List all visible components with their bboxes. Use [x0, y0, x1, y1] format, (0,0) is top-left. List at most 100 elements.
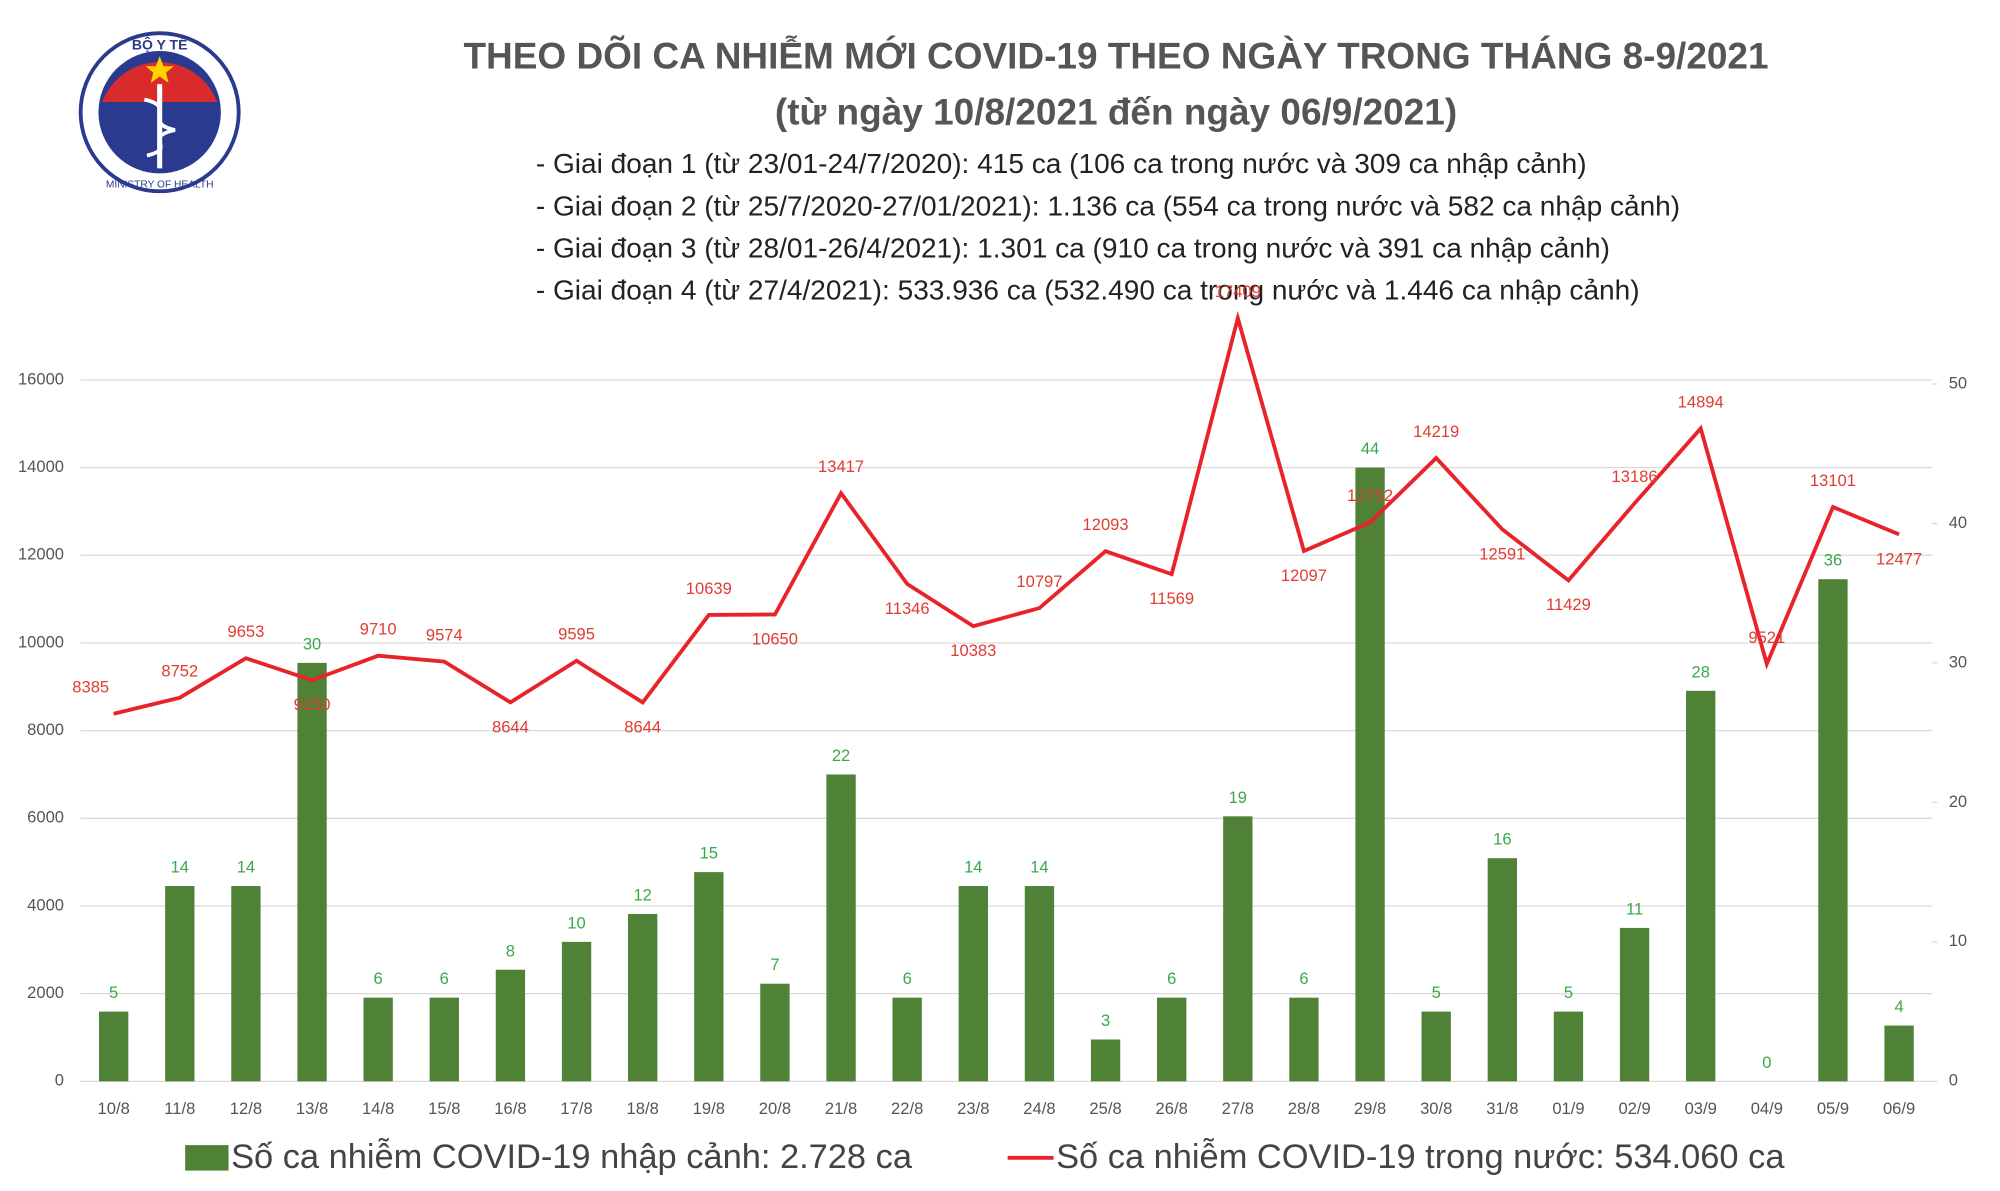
bar [760, 983, 790, 1082]
bar-label: 6 [1167, 969, 1176, 988]
logo: BỘ Y TẾ MINISTRY OF HEALTH [78, 31, 241, 194]
x-tick-label: 06/9 [1883, 1099, 1915, 1118]
bar-label: 28 [1691, 662, 1709, 681]
x-tick-label: 10/8 [98, 1099, 130, 1118]
y-tick-label: 2000 [27, 983, 64, 1002]
x-tick-label: 27/8 [1222, 1099, 1254, 1118]
bar-label: 36 [1824, 551, 1842, 570]
line-label: 12591 [1479, 544, 1525, 563]
bar-label: 19 [1229, 788, 1247, 807]
bar-label: 16 [1493, 830, 1511, 849]
x-tick-label: 21/8 [825, 1099, 857, 1118]
bar-label: 14 [1030, 858, 1048, 877]
chart-subtitle: (từ ngày 10/8/2021 đến ngày 06/9/2021) [775, 92, 1457, 133]
bar-label: 22 [832, 746, 850, 765]
line-label: 12752 [1347, 486, 1393, 505]
bar-label: 10 [567, 913, 585, 932]
bar-label: 5 [109, 983, 118, 1002]
bar [165, 886, 195, 1082]
line-label: 17409 [1215, 282, 1261, 301]
y-tick-label: 14000 [18, 457, 64, 476]
x-tick-label: 28/8 [1288, 1099, 1320, 1118]
bar [1619, 927, 1650, 1082]
bar [1157, 997, 1187, 1082]
line-label: 11569 [1149, 589, 1194, 608]
line-label: 10650 [752, 629, 798, 648]
bar-label: 44 [1361, 439, 1379, 458]
y-tick-label: 16000 [18, 369, 64, 388]
bar-label: 8 [506, 941, 515, 960]
line-label: 13101 [1810, 471, 1856, 490]
bar-label: 12 [633, 885, 651, 904]
logo-bottom: MINISTRY OF HEALTH [106, 180, 214, 191]
bar [1289, 997, 1319, 1082]
bar-label: 15 [700, 844, 718, 863]
line-label: 10639 [686, 579, 732, 598]
x-tick-label: 02/9 [1618, 1099, 1650, 1118]
chart-title: THEO DÕI CA NHIỄM MỚI COVID-19 THEO NGÀY… [463, 34, 1768, 76]
bar [231, 886, 261, 1082]
bar-label: 3 [1101, 1011, 1110, 1030]
x-tick-label: 19/8 [693, 1099, 725, 1118]
line-label: 8752 [161, 662, 198, 681]
y-tick-label: 12000 [18, 545, 64, 564]
line-label: 11429 [1546, 595, 1591, 614]
bar [1421, 1011, 1451, 1082]
x-tick-label: 17/8 [560, 1099, 592, 1118]
bar [99, 1011, 129, 1082]
bar [561, 941, 592, 1082]
note: - Giai đoạn 4 (từ 27/4/2021): 533.936 ca… [536, 274, 1640, 305]
y-tick-label: 0 [55, 1071, 64, 1090]
bar [1553, 1011, 1584, 1082]
x-tick-label: 22/8 [891, 1099, 923, 1118]
x-tick-label: 16/8 [494, 1099, 526, 1118]
x-tick-label: 30/8 [1420, 1099, 1452, 1118]
line-label: 8644 [492, 717, 529, 736]
bar-label: 14 [171, 858, 189, 877]
line-label: 9653 [227, 622, 264, 641]
x-tick-label: 13/8 [296, 1099, 328, 1118]
note: - Giai đoạn 1 (từ 23/01-24/7/2020): 415 … [536, 148, 1587, 179]
y2-tick-label: 50 [1949, 373, 1967, 392]
legend-label: Số ca nhiễm COVID-19 trong nước: 534.060… [1056, 1137, 1785, 1176]
x-tick-label: 31/8 [1486, 1099, 1518, 1118]
note: - Giai đoạn 2 (từ 25/7/2020-27/01/2021):… [536, 190, 1680, 221]
line-label: 12093 [1083, 515, 1129, 534]
bar-label: 6 [440, 969, 449, 988]
bar [628, 913, 658, 1082]
bar [826, 774, 856, 1082]
bar-label: 6 [1299, 969, 1308, 988]
line-label: 9595 [558, 625, 595, 644]
bar [1223, 816, 1253, 1082]
bar-label: 6 [374, 969, 383, 988]
line-label: 13186 [1612, 467, 1658, 486]
x-tick-label: 25/8 [1089, 1099, 1121, 1118]
bar-label: 7 [770, 955, 779, 974]
x-tick-label: 26/8 [1156, 1099, 1188, 1118]
x-tick-label: 12/8 [230, 1099, 262, 1118]
line-label: 14219 [1413, 422, 1459, 441]
bar [297, 662, 327, 1082]
y-tick-label: 6000 [27, 808, 64, 827]
bar [1090, 1039, 1121, 1082]
x-tick-label: 23/8 [957, 1099, 989, 1118]
x-tick-label: 24/8 [1023, 1099, 1055, 1118]
x-tick-label: 29/8 [1354, 1099, 1386, 1118]
x-tick-label: 15/8 [428, 1099, 460, 1118]
line-label: 9574 [426, 626, 463, 645]
bar [363, 997, 393, 1082]
bar-label: 5 [1432, 983, 1441, 1002]
logo-top: BỘ Y TẾ [132, 36, 188, 53]
line-label: 9521 [1748, 628, 1785, 647]
x-tick-label: 20/8 [759, 1099, 791, 1118]
line-label: 10797 [1016, 572, 1062, 591]
bar [1024, 886, 1055, 1082]
bar-label: 14 [237, 858, 255, 877]
bar [1818, 579, 1848, 1082]
legend-swatch [185, 1145, 229, 1171]
line-label: 9150 [294, 695, 331, 714]
x-tick-label: 01/9 [1552, 1099, 1584, 1118]
bar-label: 30 [303, 634, 321, 653]
x-tick-label: 11/8 [164, 1099, 195, 1118]
x-tick-label: 18/8 [627, 1099, 659, 1118]
